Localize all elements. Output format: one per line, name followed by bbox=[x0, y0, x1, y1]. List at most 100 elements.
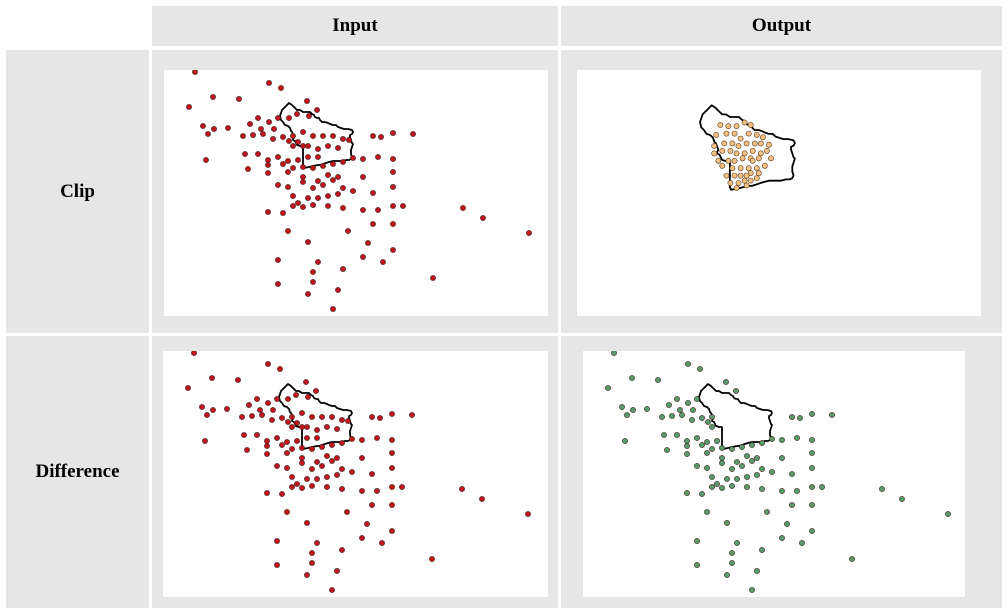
difference-point bbox=[723, 379, 729, 385]
input-point bbox=[390, 203, 396, 209]
input-point bbox=[209, 375, 215, 381]
input-point bbox=[285, 184, 291, 190]
difference-point bbox=[664, 447, 670, 453]
input-point bbox=[304, 572, 310, 578]
input-point bbox=[284, 450, 290, 456]
input-point bbox=[275, 154, 281, 160]
input-point bbox=[285, 158, 291, 164]
difference-point bbox=[697, 366, 703, 372]
input-point bbox=[289, 424, 295, 430]
input-point bbox=[329, 458, 335, 464]
input-point bbox=[399, 484, 405, 490]
input-point bbox=[204, 412, 210, 418]
clip-point bbox=[727, 148, 734, 154]
difference-point bbox=[744, 484, 750, 490]
input-point bbox=[335, 191, 341, 197]
difference-point bbox=[809, 450, 815, 456]
difference-point bbox=[789, 414, 795, 420]
input-point bbox=[409, 412, 415, 418]
difference-point bbox=[624, 412, 630, 418]
input-point bbox=[310, 279, 316, 285]
clip-point bbox=[763, 148, 770, 154]
input-point bbox=[249, 413, 255, 419]
difference-point bbox=[669, 413, 675, 419]
clip-point bbox=[745, 130, 752, 137]
input-point bbox=[266, 119, 272, 125]
difference-point bbox=[629, 375, 635, 381]
input-point bbox=[250, 132, 256, 138]
difference-point bbox=[719, 485, 725, 491]
input-point bbox=[319, 444, 325, 450]
input-point bbox=[289, 414, 295, 420]
input-point bbox=[200, 123, 206, 129]
difference-point bbox=[734, 476, 740, 482]
input-point bbox=[369, 471, 375, 477]
input-point bbox=[279, 415, 285, 421]
input-point bbox=[389, 484, 395, 490]
difference-point bbox=[789, 471, 795, 477]
clip-point bbox=[727, 180, 734, 186]
input-point bbox=[290, 165, 296, 171]
input-point bbox=[390, 169, 396, 175]
input-point bbox=[259, 412, 265, 418]
input-point bbox=[258, 126, 264, 132]
input-point bbox=[290, 133, 296, 139]
input-point bbox=[300, 129, 306, 135]
difference-point bbox=[749, 587, 755, 593]
input-point bbox=[278, 85, 284, 91]
input-point bbox=[274, 396, 280, 402]
clip-point bbox=[766, 141, 772, 148]
points-group bbox=[605, 351, 951, 593]
input-point bbox=[260, 131, 266, 137]
input-point bbox=[340, 159, 346, 165]
input-point bbox=[286, 115, 292, 121]
difference-point bbox=[799, 540, 805, 546]
difference-point bbox=[729, 550, 735, 556]
input-point bbox=[300, 143, 306, 149]
difference-point bbox=[704, 439, 710, 445]
input-point bbox=[310, 202, 316, 208]
input-point bbox=[525, 511, 531, 517]
input-point bbox=[389, 528, 395, 534]
input-point bbox=[349, 469, 355, 475]
difference-point bbox=[714, 438, 720, 444]
input-point bbox=[270, 136, 276, 142]
difference-point bbox=[779, 535, 785, 541]
difference-point bbox=[744, 453, 750, 459]
input-point bbox=[274, 562, 280, 568]
input-point bbox=[526, 230, 532, 236]
clip-point bbox=[725, 157, 732, 164]
input-point bbox=[430, 275, 436, 281]
difference-point bbox=[784, 521, 790, 527]
input-point bbox=[349, 436, 355, 442]
clip-point bbox=[713, 132, 720, 138]
input-point bbox=[285, 419, 291, 425]
input-point bbox=[314, 476, 320, 482]
input-point bbox=[236, 96, 242, 102]
difference-point bbox=[644, 406, 650, 412]
input-point bbox=[360, 156, 366, 162]
input-point bbox=[293, 392, 299, 398]
input-point bbox=[315, 146, 321, 152]
clip-point bbox=[741, 177, 748, 184]
input-point bbox=[369, 502, 375, 508]
difference-point bbox=[704, 465, 710, 471]
clip-point bbox=[711, 150, 718, 157]
input-point bbox=[294, 438, 300, 444]
clip-point bbox=[751, 140, 758, 147]
input-point bbox=[340, 205, 346, 211]
points-group bbox=[711, 119, 774, 191]
clip-point bbox=[755, 170, 762, 177]
input-point bbox=[304, 520, 310, 526]
input-point bbox=[335, 145, 341, 151]
input-point bbox=[279, 442, 285, 448]
clip-point bbox=[757, 150, 764, 157]
difference-point bbox=[709, 484, 715, 490]
input-point bbox=[295, 200, 301, 206]
points-group bbox=[185, 351, 531, 593]
input-point bbox=[290, 203, 296, 209]
clip-point bbox=[735, 143, 742, 149]
input-point bbox=[284, 465, 290, 471]
input-point bbox=[359, 488, 365, 494]
difference-point bbox=[749, 442, 755, 448]
